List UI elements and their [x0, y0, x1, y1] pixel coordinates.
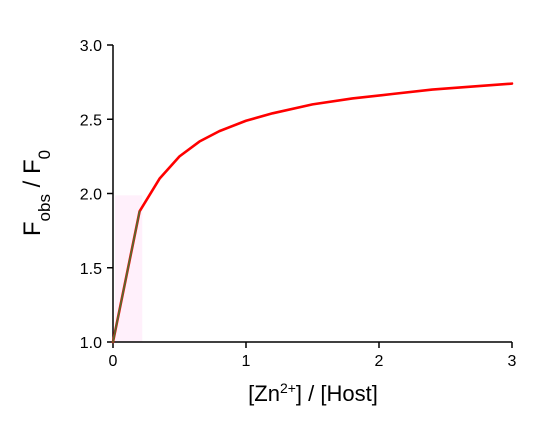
y-axis-title: Fobs / F0 [19, 150, 54, 236]
x-axis-title: [Zn2+] / [Host] [248, 380, 378, 406]
y-tick-label: 3.0 [80, 38, 102, 55]
y-tick-label: 2.5 [80, 112, 102, 129]
x-tick-label: 3 [508, 353, 517, 370]
initial-slope-line [112, 210, 141, 343]
y-axis-title-main: F [19, 221, 46, 236]
y-axis-title-separator-subscript: 0 [35, 150, 54, 159]
y-axis-title-separator: / F [19, 159, 46, 194]
x-tick-label: 1 [242, 353, 251, 370]
y-tick-label: 2.0 [80, 187, 102, 204]
x-axis-title-prefix: [Zn [248, 381, 280, 406]
axes-layer [107, 44, 513, 348]
series-layer [111, 82, 514, 344]
main-series-line [111, 82, 514, 344]
tick-label-layer: 0 1 2 3 1.0 1.5 2.0 2.5 3.0 [80, 38, 517, 370]
x-tick-label: 2 [375, 353, 384, 370]
y-tick-label: 1.0 [80, 335, 102, 352]
y-tick-label: 1.5 [80, 261, 102, 278]
x-axis-title-suffix: ] / [Host] [296, 381, 378, 406]
x-tick-label: 0 [109, 353, 118, 370]
y-axis-title-main-subscript: obs [35, 194, 54, 221]
x-axis-title-superscript: 2+ [280, 380, 296, 396]
